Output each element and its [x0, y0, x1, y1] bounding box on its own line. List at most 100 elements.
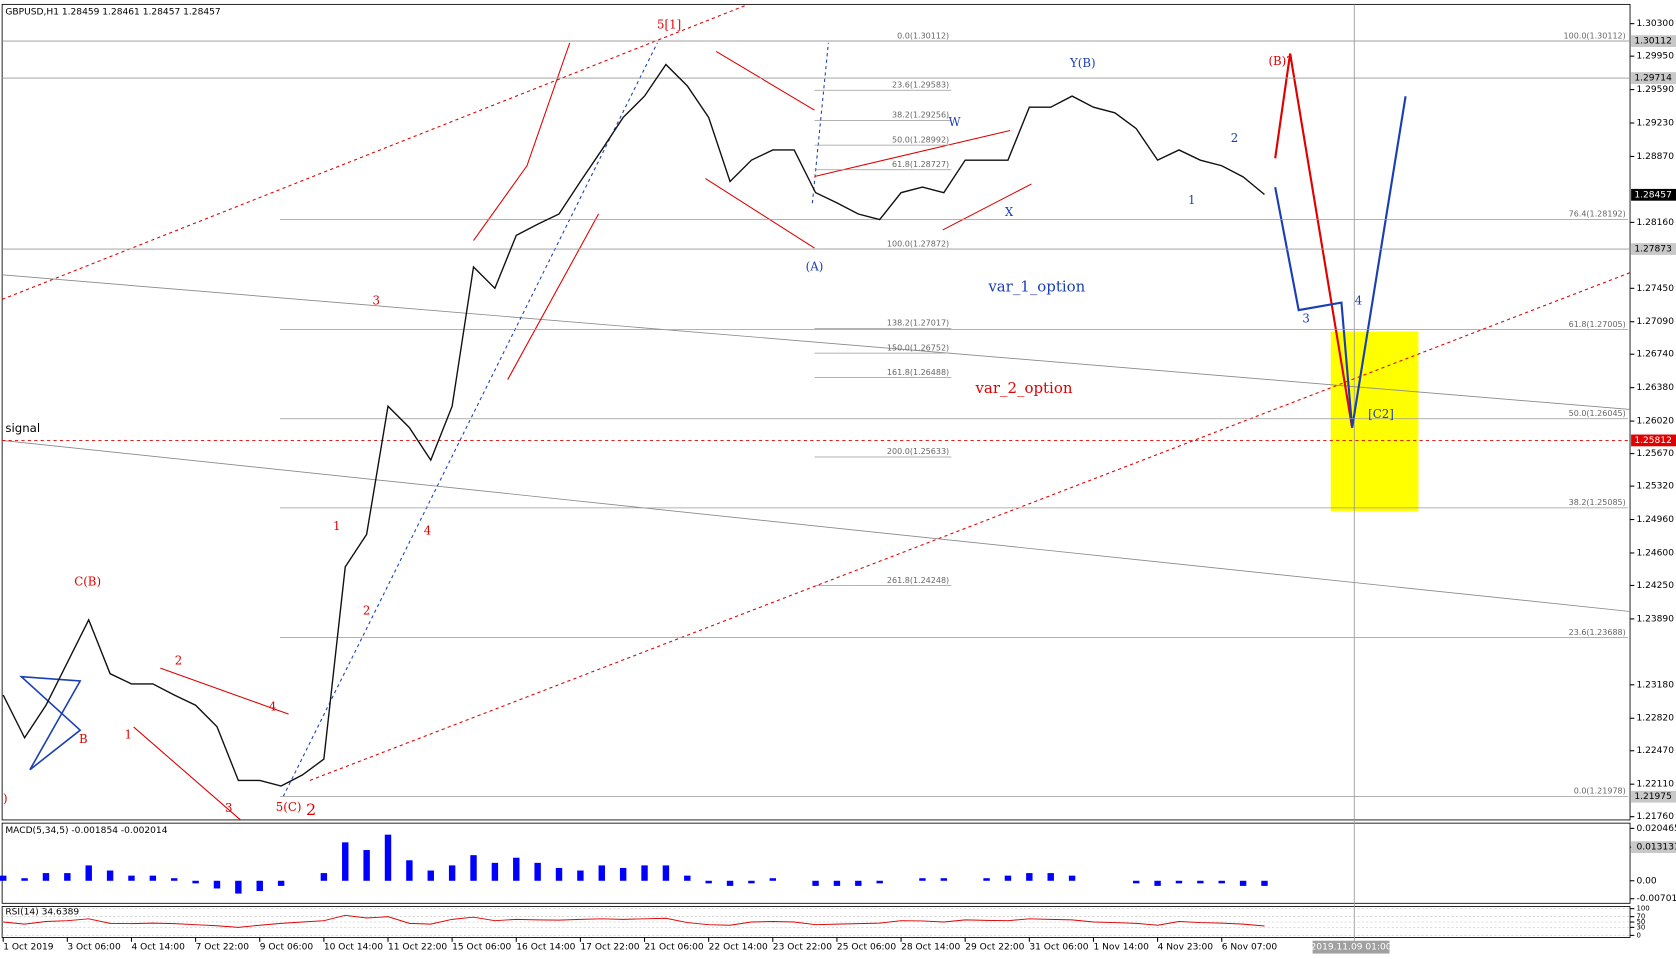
macd-bar — [128, 875, 135, 881]
wave-label: (A) — [806, 259, 824, 273]
x-tick-label: 4 Oct 14:00 — [131, 943, 185, 953]
y-tick-label: 1.21760 — [1636, 812, 1674, 822]
price-marker-box — [1631, 243, 1676, 255]
macd-bar — [406, 860, 413, 881]
fib-label: 261.8(1.24248) — [887, 576, 949, 585]
target-zone — [1330, 331, 1419, 512]
macd-bar — [1068, 875, 1076, 881]
macd-bar — [1004, 875, 1012, 881]
wave-label: 3 — [373, 294, 380, 308]
forecast-path — [1274, 53, 1354, 428]
x-tick-label: 22 Oct 14:00 — [709, 943, 768, 953]
macd-bar — [256, 880, 263, 892]
wave-label: 4 — [1355, 294, 1362, 308]
macd-bar — [491, 862, 499, 881]
marker-box — [1631, 841, 1676, 854]
y-tick-label: 1.29950 — [1636, 52, 1674, 62]
x-tick-label: 23 Oct 22:00 — [773, 943, 832, 953]
crosshair-time: 2019.11.09 01:00 — [1311, 943, 1392, 953]
y-tick-label: -0.007015 — [1636, 894, 1676, 904]
x-tick-label: 21 Oct 06:00 — [645, 943, 704, 953]
macd-bar — [983, 878, 990, 881]
y-tick-label: 1.29590 — [1636, 85, 1674, 95]
macd-bar — [149, 875, 157, 881]
wave-label: 3 — [225, 801, 232, 815]
fib-label: 100.0(1.30112) — [1564, 31, 1626, 40]
wave-label: 1 — [1188, 193, 1195, 207]
signal-label: signal — [5, 421, 40, 435]
macd-bar — [748, 880, 755, 884]
price-marker-box — [1631, 188, 1676, 201]
y-tick-label: 100 — [1636, 905, 1649, 913]
macd-bar — [855, 880, 862, 886]
fib-label: 38.2(1.25085) — [1569, 498, 1626, 507]
price-line — [3, 914, 1265, 928]
macd-bar — [0, 875, 7, 881]
y-tick-label: 1.24600 — [1636, 548, 1674, 558]
y-tick-label: 1.30300 — [1636, 19, 1674, 29]
macd-bar — [555, 867, 563, 881]
macd-bar — [940, 878, 948, 881]
macd-bar — [641, 865, 648, 881]
macd-bar — [106, 870, 114, 881]
x-tick-label: 31 Oct 06:00 — [1029, 943, 1088, 953]
y-tick-label: 1.27090 — [1636, 317, 1674, 327]
wave-label: 2 — [1231, 131, 1238, 145]
price-marker: 1.21975 — [1634, 792, 1672, 802]
macd-bar — [662, 865, 670, 881]
macd-bar — [1218, 880, 1225, 884]
y-tick-label: 0 — [1636, 931, 1640, 939]
y-tick-label: 1.22470 — [1636, 746, 1674, 756]
fib-label: 100.0(1.27872) — [887, 239, 949, 248]
trend-line — [1, 3, 749, 300]
macd-bar — [1026, 873, 1033, 881]
price-marker-box — [1631, 434, 1676, 447]
x-tick-label: 29 Oct 22:00 — [965, 943, 1024, 953]
y-tick-label: 0.020465 — [1636, 824, 1676, 834]
wave-label: 1 — [333, 519, 340, 533]
fib-label: 76.4(1.28192) — [1569, 210, 1626, 219]
macd-bar — [1261, 880, 1268, 886]
channel-line — [160, 667, 289, 715]
channel-line — [507, 213, 600, 380]
macd-bar — [448, 865, 456, 881]
macd-bar — [577, 870, 584, 881]
wave-label: 2 — [363, 604, 370, 618]
y-tick-label: 0.00 — [1636, 876, 1656, 886]
y-tick-label: 1.26020 — [1636, 417, 1674, 427]
wave-label: 4 — [269, 700, 276, 714]
channel-line — [705, 178, 815, 249]
y-tick-label: 1.23890 — [1636, 614, 1674, 624]
wave-label: X — [1005, 205, 1014, 219]
macd-bar — [513, 857, 520, 881]
macd-bar — [171, 878, 178, 881]
y-tick-label: 1.23180 — [1636, 680, 1674, 690]
macd-bar — [277, 880, 285, 886]
x-tick-label: 1 Nov 14:00 — [1093, 943, 1149, 953]
price-marker: 1.28457 — [1634, 190, 1672, 200]
forecast-path — [1274, 96, 1407, 428]
price-marker: 1.27873 — [1634, 245, 1672, 255]
x-tick-label: 3 Oct 06:00 — [67, 943, 121, 953]
macd-bar — [235, 880, 242, 894]
macd-panel — [1, 822, 1631, 904]
macd-bar — [919, 878, 926, 881]
macd-bar — [42, 873, 50, 881]
fib-label: 0.0(1.21978) — [1574, 787, 1626, 796]
macd-bar — [1133, 880, 1140, 884]
wave-label: W — [948, 115, 961, 129]
macd-bar — [812, 880, 819, 886]
fib-label: 23.6(1.23688) — [1569, 628, 1626, 637]
wave-label: 1 — [125, 727, 132, 741]
wave-label: B — [79, 732, 88, 746]
macd-title: MACD(5,34,5) -0.001854 -0.002014 — [5, 826, 167, 836]
fib-label: 38.2(1.29256) — [892, 111, 949, 120]
wave-label: ) — [3, 792, 8, 806]
y-tick-label: 1.26380 — [1636, 383, 1674, 393]
macd-bar — [384, 834, 392, 881]
wave-label: 5(C) — [276, 800, 302, 814]
wave-label: var_1_option — [987, 278, 1085, 296]
x-tick-label: 28 Oct 14:00 — [901, 943, 960, 953]
macd-bar — [534, 862, 541, 881]
